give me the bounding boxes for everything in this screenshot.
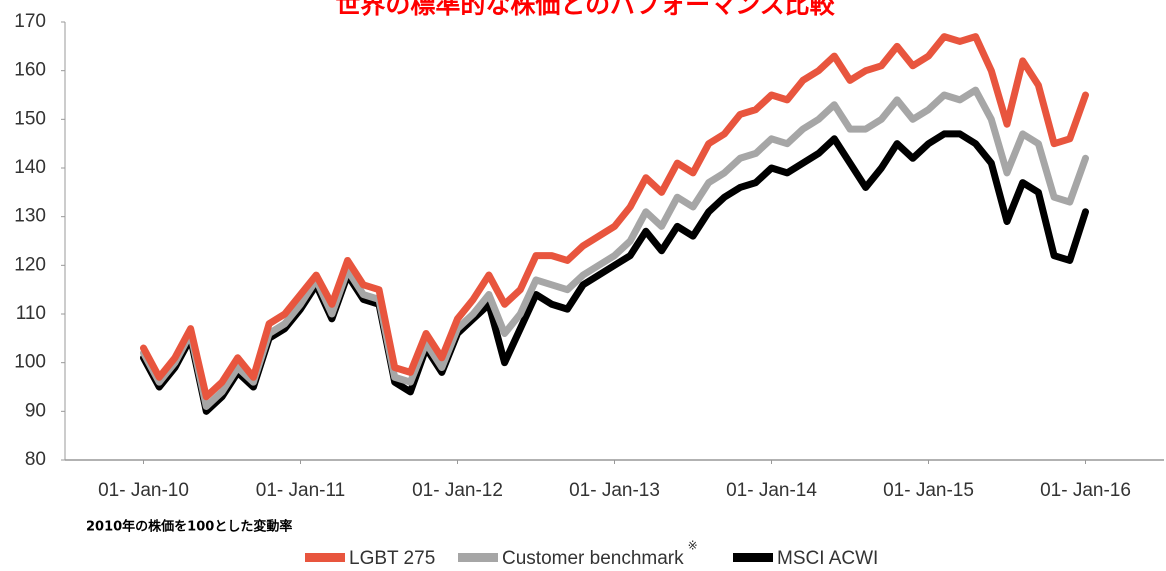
chart-title: 世界の標準的な株価とのパフォーマンス比較 xyxy=(335,0,835,19)
legend-label: MSCI ACWI xyxy=(777,548,878,569)
legend-swatch xyxy=(733,553,773,562)
x-tick-label: 01- Jan-12 xyxy=(412,480,503,501)
legend-swatch xyxy=(305,553,345,562)
y-tick-label: 110 xyxy=(16,303,46,324)
legend-label: LGBT 275 xyxy=(349,548,435,569)
y-tick-label: 150 xyxy=(14,108,46,129)
series-line xyxy=(140,33,1089,401)
legend-label: Customer benchmark xyxy=(502,548,684,569)
x-tick-label: 01- Jan-15 xyxy=(883,480,974,501)
x-tick-label: 01- Jan-11 xyxy=(256,480,345,501)
x-tick-label: 01- Jan-16 xyxy=(1040,480,1131,501)
x-tick-label: 01- Jan-10 xyxy=(98,480,189,501)
y-tick-label: 160 xyxy=(14,60,46,81)
series-line xyxy=(140,130,1089,415)
legend-note: ※ xyxy=(688,539,698,553)
y-tick-label: 90 xyxy=(25,400,46,421)
legend-swatch xyxy=(458,553,498,562)
y-tick-label: 130 xyxy=(14,206,46,227)
y-tick-label: 170 xyxy=(14,11,46,32)
x-tick-label: 01- Jan-14 xyxy=(726,480,817,501)
y-tick-label: 80 xyxy=(25,449,46,470)
annotation: 2010年の株価を100とした変動率 xyxy=(86,519,292,535)
series-line xyxy=(140,86,1089,410)
y-tick-label: 120 xyxy=(14,254,46,275)
x-tick-label: 01- Jan-13 xyxy=(569,480,660,501)
y-tick-label: 100 xyxy=(14,352,46,373)
y-tick-label: 140 xyxy=(14,157,46,178)
